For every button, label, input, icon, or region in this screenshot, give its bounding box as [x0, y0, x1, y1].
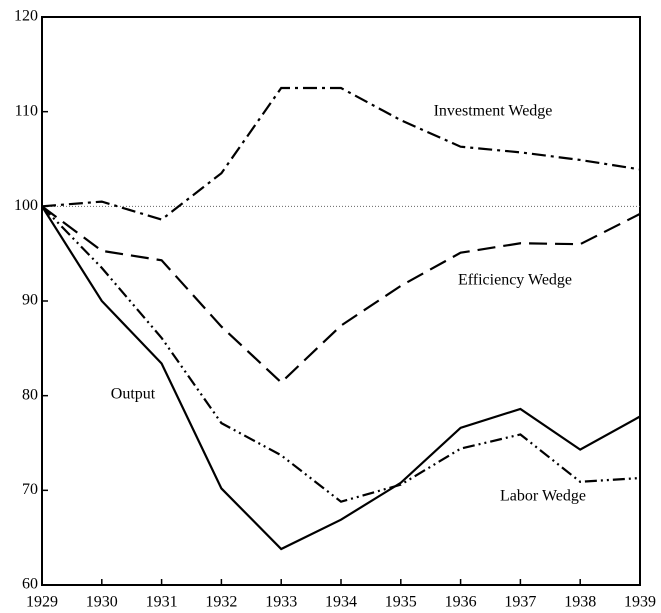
series-label: Output	[111, 386, 156, 403]
x-tick-label: 1933	[265, 594, 297, 611]
x-tick-label: 1932	[205, 594, 237, 611]
y-tick-label: 80	[22, 386, 38, 403]
x-tick-label: 1939	[624, 594, 656, 611]
x-tick-label: 1930	[86, 594, 118, 611]
y-tick-label: 90	[22, 292, 38, 309]
y-tick-label: 110	[15, 102, 38, 119]
y-tick-label: 100	[14, 197, 38, 214]
x-tick-label: 1937	[504, 594, 536, 611]
series-line	[41, 205, 641, 551]
x-tick-label: 1935	[385, 594, 417, 611]
y-tick-label: 70	[22, 481, 38, 498]
y-tick-label: 60	[22, 576, 38, 593]
series-label: Labor Wedge	[500, 488, 586, 505]
series-line	[41, 205, 641, 384]
y-tick-label: 120	[14, 8, 38, 25]
series-label: Efficiency Wedge	[458, 272, 572, 289]
x-tick-label: 1936	[445, 594, 477, 611]
series-line	[41, 205, 641, 503]
x-tick-label: 1938	[564, 594, 596, 611]
x-tick-label: 1929	[26, 594, 58, 611]
series-label: Investment Wedge	[434, 103, 553, 120]
series-line	[41, 86, 641, 221]
x-tick-label: 1931	[146, 594, 178, 611]
x-tick-label: 1934	[325, 594, 357, 611]
